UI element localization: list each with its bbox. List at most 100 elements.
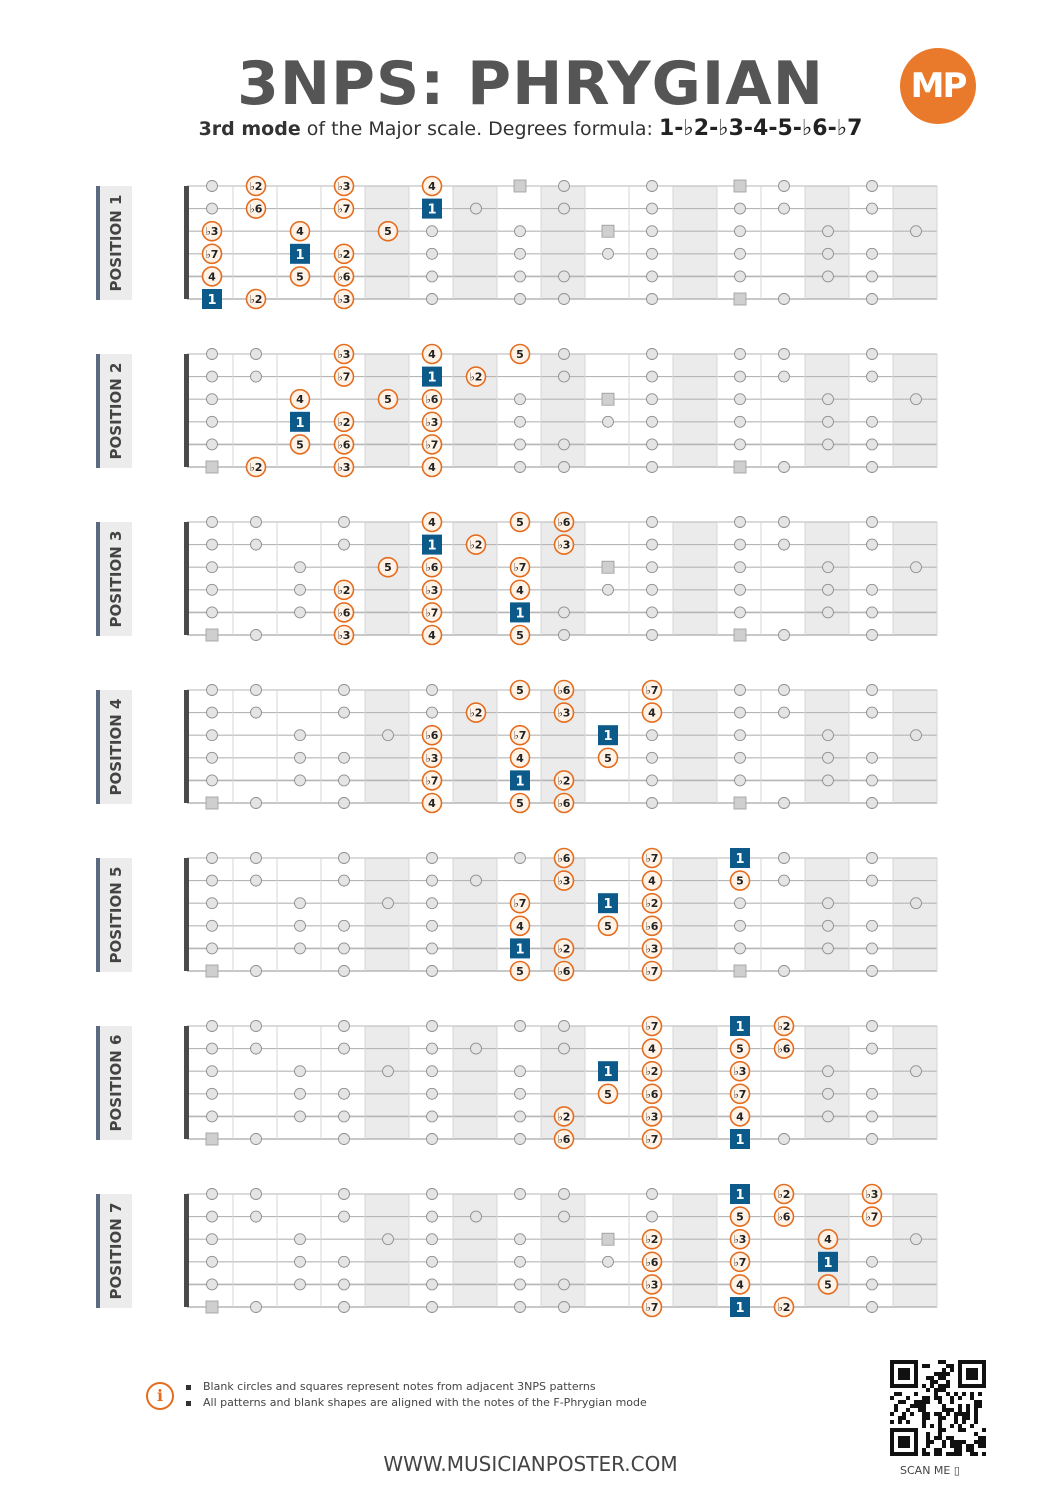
fret-marker-shade — [365, 522, 409, 635]
scale-note: ♭7 — [509, 556, 531, 578]
root-note: 1 — [730, 1016, 750, 1036]
scale-note: ♭6 — [245, 198, 267, 219]
position-label-text: POSITION 3 — [107, 530, 125, 628]
note-degree: ♭6 — [646, 920, 659, 933]
scale-note: 5 — [289, 266, 311, 287]
fret-marker-shade — [365, 1026, 409, 1139]
scale-note: 4 — [421, 343, 443, 365]
note-degree: ♭7 — [734, 1256, 747, 1269]
note-degree: 5 — [516, 684, 524, 697]
note-degree: 1 — [603, 897, 612, 912]
brand-logo[interactable]: MP — [900, 48, 976, 124]
scale-note: 4 — [641, 702, 663, 723]
ghost-circle — [866, 919, 878, 932]
ghost-circle — [338, 874, 350, 887]
scale-note: 4 — [729, 1274, 751, 1295]
ghost-circle — [426, 270, 438, 283]
ghost-circle — [734, 942, 746, 955]
nut — [184, 1026, 189, 1139]
note-degree: 4 — [428, 797, 436, 810]
ghost-circle — [558, 370, 570, 383]
scale-note: ♭7 — [641, 960, 663, 982]
subtitle-text: of the Major scale. Degrees formula: — [300, 118, 659, 140]
note-degree: ♭2 — [778, 1301, 791, 1314]
scale-note: ♭3 — [333, 343, 355, 365]
scale-note: ♭7 — [641, 1015, 663, 1037]
ghost-circle — [514, 1020, 526, 1032]
website-link[interactable]: WWW.MUSICIANPOSTER.COM — [383, 1452, 678, 1476]
note-degree: ♭7 — [646, 1020, 659, 1033]
note-degree: ♭6 — [558, 1133, 571, 1146]
note-degree: ♭3 — [558, 875, 571, 888]
scale-note: 4 — [201, 266, 223, 287]
ghost-circle — [426, 706, 438, 719]
scale-note: 5 — [509, 960, 531, 982]
scale-note: ♭6 — [553, 847, 575, 869]
ghost-circle — [206, 1255, 218, 1268]
scale-note: ♭3 — [641, 938, 663, 959]
position-label-2: POSITION 2 — [96, 354, 132, 468]
ghost-circle — [866, 293, 878, 305]
label-bar — [96, 354, 100, 468]
scale-note: 5 — [597, 915, 619, 937]
ghost-circle — [294, 583, 306, 596]
note-degree: ♭7 — [206, 248, 219, 261]
note-degree: ♭2 — [558, 774, 571, 787]
subtitle-mode: 3rd mode — [198, 118, 301, 140]
ghost-circle — [778, 797, 790, 809]
ghost-circle — [866, 1133, 878, 1145]
ghost-circle — [426, 874, 438, 887]
ghost-circle — [250, 1301, 262, 1313]
note-degree: 4 — [296, 393, 304, 406]
ghost-circle — [514, 1065, 526, 1078]
scale-note: ♭3 — [421, 411, 443, 433]
phone-icon: ▯ — [953, 1464, 960, 1477]
ghost-circle — [778, 180, 790, 192]
ghost-circle — [206, 897, 218, 910]
scale-note: ♭2 — [641, 892, 663, 914]
scale-note: ♭7 — [641, 679, 663, 701]
ghost-circle — [514, 1301, 526, 1313]
ghost-circle — [426, 1188, 438, 1200]
scan-me-text: SCAN ME — [900, 1464, 951, 1477]
ghost-square — [513, 179, 527, 193]
label-bar — [96, 186, 100, 300]
note-degree: 4 — [516, 920, 524, 933]
scale-note: ♭7 — [729, 1251, 751, 1273]
ghost-circle — [778, 965, 790, 977]
fret-marker-shade — [673, 690, 717, 803]
scale-note: ♭7 — [509, 892, 531, 914]
ghost-circle — [206, 393, 218, 406]
note-degree: 1 — [735, 1020, 744, 1035]
ghost-circle — [338, 965, 350, 977]
position-label-1: POSITION 1 — [96, 186, 132, 300]
note-degree: ♭7 — [338, 371, 351, 384]
ghost-circle — [514, 1255, 526, 1268]
note-degree: ♭6 — [338, 438, 351, 451]
note-degree: 5 — [736, 1043, 744, 1056]
note-degree: ♭2 — [250, 293, 263, 306]
ghost-circle — [294, 1087, 306, 1100]
ghost-circle — [338, 1087, 350, 1100]
ghost-circle — [294, 606, 306, 619]
qr-code-icon[interactable] — [890, 1360, 986, 1456]
ghost-circle — [822, 1065, 834, 1078]
ghost-circle — [778, 874, 790, 887]
scale-note: 5 — [509, 792, 531, 814]
ghost-circle — [778, 706, 790, 719]
ghost-circle — [514, 225, 526, 238]
scale-note: 4 — [421, 792, 443, 814]
note-degree: ♭6 — [778, 1211, 791, 1224]
note-degree: 1 — [427, 539, 436, 554]
ghost-circle — [646, 606, 658, 619]
ghost-circle — [558, 1301, 570, 1313]
ghost-circle — [426, 1133, 438, 1145]
ghost-circle — [426, 965, 438, 977]
nut — [184, 690, 189, 803]
scale-note: ♭6 — [641, 915, 663, 937]
note-degree: ♭7 — [646, 1133, 659, 1146]
ghost-circle — [294, 942, 306, 955]
ghost-circle — [558, 293, 570, 305]
ghost-circle — [910, 1233, 922, 1246]
ghost-square — [601, 224, 615, 238]
